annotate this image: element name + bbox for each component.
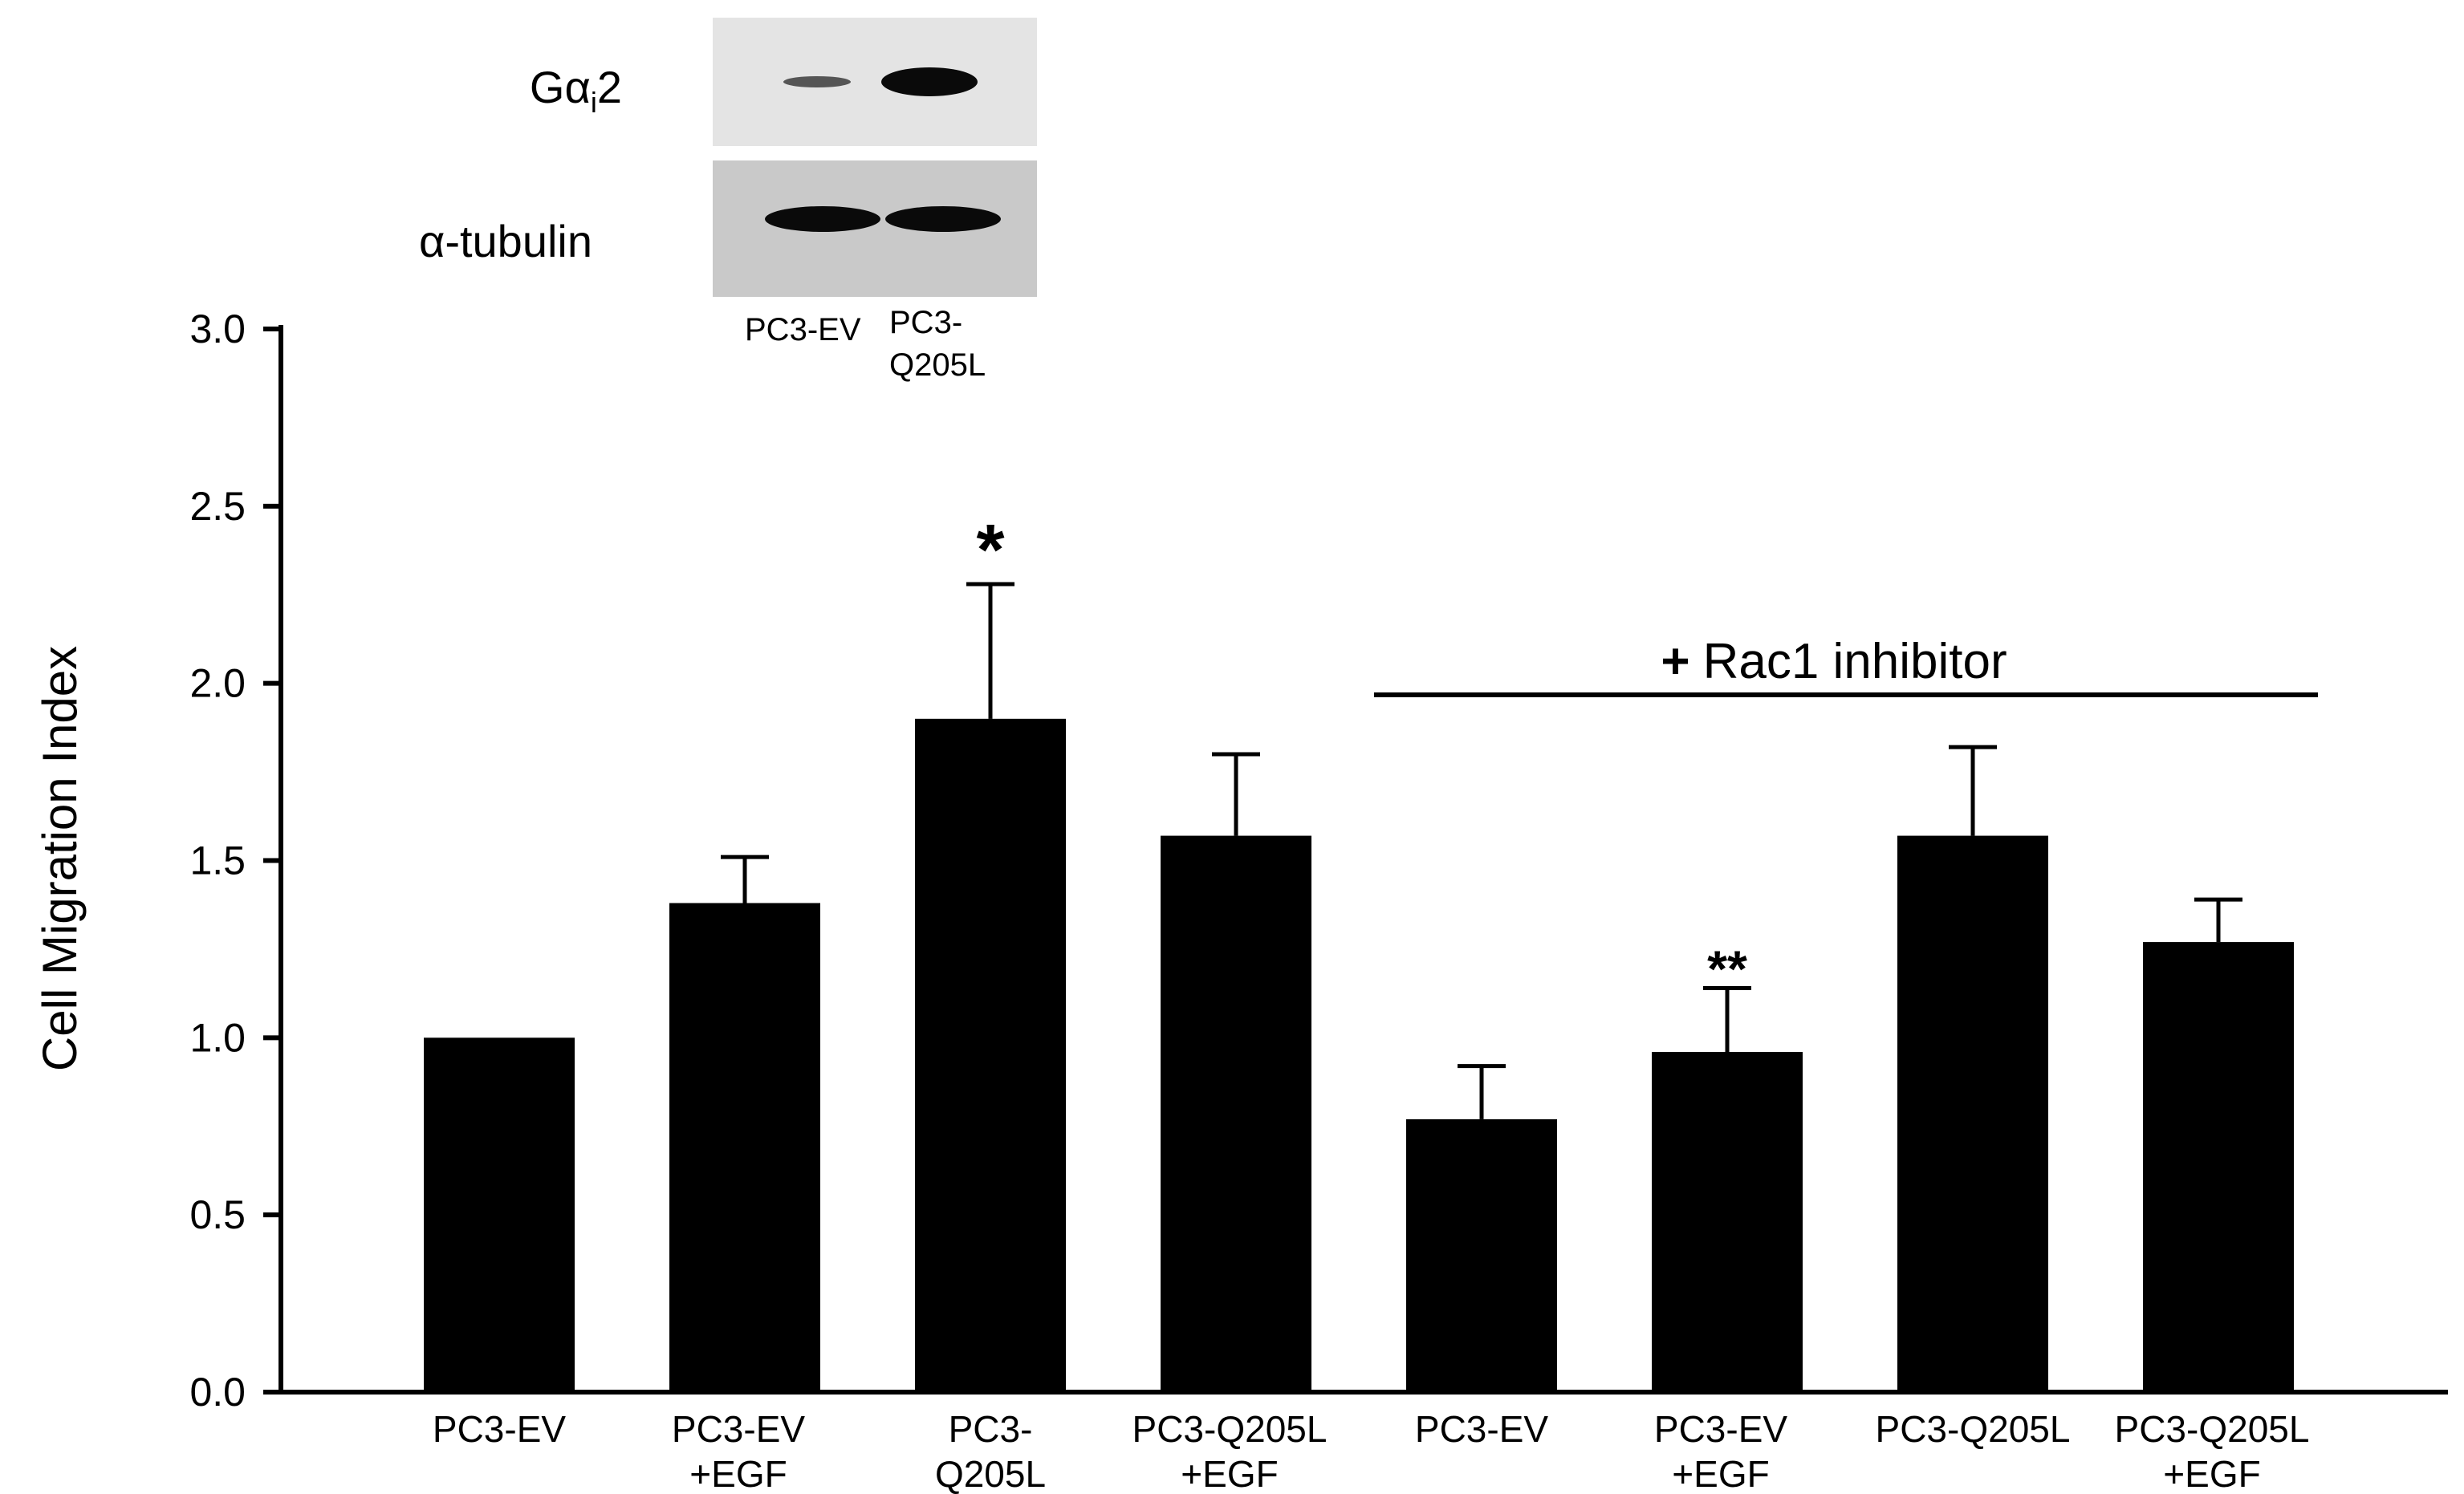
y-tick-label: 2.0: [189, 661, 246, 706]
bar-chart: 0.00.51.01.52.02.53.0 PC3-EV PC3-EV+EGFPC…: [33, 307, 2448, 1494]
x-category-label: PC3-EV: [1654, 1408, 1787, 1450]
x-category-label: PC3-Q205L: [1876, 1408, 2071, 1450]
bar: [915, 718, 1066, 1392]
x-category-label: PC3-EV: [433, 1408, 566, 1450]
x-category-label: PC3-EV: [1415, 1408, 1548, 1450]
x-category-label: Q205L: [935, 1453, 1046, 1494]
y-tick-label: 0.0: [189, 1370, 246, 1415]
y-tick-label: 0.5: [189, 1192, 246, 1237]
significance-marker: **: [1707, 940, 1747, 998]
x-axis-categories: PC3-EV PC3-EV+EGFPC3-Q205LPC3-Q205L+EGFPC…: [433, 1408, 2310, 1494]
bar: [2143, 942, 2294, 1392]
blot-lane-label-q205l-line2: Q205L: [889, 347, 986, 383]
significance-markers: ***: [976, 510, 1747, 998]
x-category-label: +EGF: [1672, 1453, 1769, 1494]
y-tick-label: 1.0: [189, 1015, 246, 1060]
bar: [1406, 1118, 1557, 1392]
annotation-label: + Rac1 inhibitor: [1661, 634, 2007, 689]
x-category-label: +EGF: [2163, 1453, 2260, 1494]
bars: [424, 718, 2294, 1392]
x-category-label: +EGF: [689, 1453, 787, 1494]
blot-band-gai2-q205l: [881, 67, 978, 96]
y-tick-label: 3.0: [189, 307, 246, 351]
rac1-inhibitor-annotation: + Rac1 inhibitor: [1374, 634, 2318, 697]
x-category-label: PC3-: [949, 1408, 1033, 1450]
blot-lane-label-ev: PC3-EV: [745, 312, 861, 347]
blot-label-gai2: Gαi2: [530, 62, 622, 119]
x-category-label: +EGF: [1181, 1453, 1278, 1494]
error-bars: [721, 582, 2242, 1119]
x-category-label: PC3-Q205L: [2115, 1408, 2310, 1450]
y-tick-label: 2.5: [189, 484, 246, 529]
blot-label-tubulin: α-tubulin: [419, 216, 592, 266]
x-category-label: PC3-Q205L: [1132, 1408, 1328, 1450]
blot-panel-gai2: [713, 18, 1037, 146]
y-tick-label: 1.5: [189, 838, 246, 883]
significance-marker: *: [976, 510, 1004, 591]
y-axis-label: Cell Migration Index: [33, 646, 87, 1071]
bar: [424, 1037, 575, 1392]
blot-band-gai2-ev: [783, 76, 851, 87]
blot-panel-tubulin: [713, 160, 1037, 297]
bar: [1161, 835, 1311, 1392]
x-category-label: PC3-EV: [672, 1408, 805, 1450]
blot-lane-label-q205l-line1: PC3-: [889, 305, 962, 340]
blot-band-tubulin-ev: [765, 206, 880, 232]
bar: [1897, 835, 2048, 1392]
western-blot-inset: Gαi2 α-tubulin PC3-EV PC3- Q205L: [419, 18, 1037, 383]
blot-band-tubulin-q205l: [885, 206, 1001, 232]
bar: [1652, 1052, 1803, 1392]
y-axis-ticks: 0.0 0.5 1.0 1.5 2.0 2.5 3.0: [189, 307, 281, 1415]
bar: [669, 903, 820, 1392]
